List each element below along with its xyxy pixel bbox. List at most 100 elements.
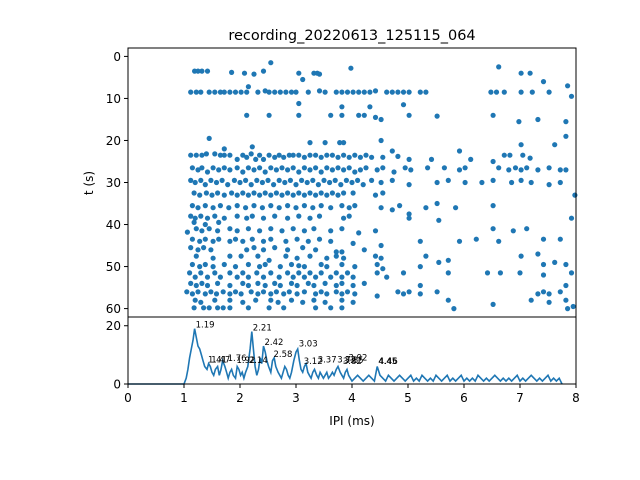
raster-point [372, 114, 379, 120]
raster-point [324, 192, 330, 198]
raster-point [212, 270, 218, 276]
raster-point [188, 177, 194, 183]
raster-point [352, 152, 358, 158]
raster-point [290, 165, 296, 171]
raster-point [380, 190, 386, 196]
y-tick-label: 10 [106, 92, 121, 106]
raster-point [197, 264, 203, 270]
raster-point [276, 152, 282, 158]
raster-point [395, 89, 401, 95]
raster-point [307, 253, 313, 259]
raster-point [189, 261, 195, 268]
x-tick-label: 1 [180, 391, 188, 405]
raster-point [301, 165, 307, 171]
raster-point [272, 89, 278, 95]
raster-point [251, 167, 257, 173]
raster-point [496, 238, 502, 244]
bottom-x-label: IPI (ms) [329, 414, 374, 428]
raster-point [248, 182, 254, 188]
raster-point [315, 182, 321, 188]
raster-point [305, 280, 311, 286]
raster-point [374, 167, 380, 173]
raster-point [535, 251, 541, 257]
raster-point [563, 282, 569, 289]
raster-point [227, 297, 233, 303]
raster-point [546, 299, 552, 305]
raster-point [339, 249, 345, 255]
raster-point [288, 297, 295, 303]
raster-point [192, 297, 198, 303]
raster-point [540, 289, 547, 295]
raster-point [338, 182, 344, 188]
raster-point [307, 167, 313, 173]
raster-point [215, 228, 221, 234]
raster-point [199, 68, 205, 74]
raster-point [192, 179, 198, 186]
raster-point [313, 274, 319, 280]
raster-point [193, 282, 199, 289]
raster-point [484, 270, 491, 276]
peak-label: 4.46 [379, 357, 398, 367]
raster-point [221, 89, 227, 95]
raster-point [203, 151, 209, 157]
raster-point [240, 280, 246, 286]
raster-point [288, 261, 295, 268]
raster-point [189, 236, 195, 242]
raster-point [329, 152, 335, 158]
raster-point [187, 270, 193, 276]
raster-point [290, 192, 296, 198]
raster-point [199, 280, 205, 286]
raster-point [406, 156, 412, 162]
raster-point [324, 255, 330, 261]
raster-point [520, 152, 526, 158]
raster-point [293, 89, 299, 95]
raster-point [321, 177, 327, 183]
raster-point [568, 93, 575, 99]
raster-point [350, 89, 356, 95]
raster-point [276, 205, 282, 211]
raster-point [227, 291, 233, 297]
raster-point [313, 192, 319, 198]
raster-point [462, 165, 468, 171]
raster-point [316, 88, 323, 94]
raster-point [307, 270, 313, 276]
raster-point [557, 179, 563, 186]
peak-label: 3.72 [337, 356, 356, 366]
raster-point [518, 253, 524, 259]
raster-point [202, 236, 208, 242]
raster-point [434, 179, 440, 186]
bottom-x-ticks: 0 1 2 3 4 5 6 7 8 [124, 384, 580, 405]
raster-point [231, 177, 237, 183]
raster-point [301, 289, 307, 295]
raster-point [283, 238, 289, 244]
bottom-y-ticks: 0 20 [106, 319, 128, 392]
raster-point [301, 264, 307, 270]
raster-point [352, 291, 358, 297]
raster-point [279, 192, 285, 198]
raster-point [251, 190, 257, 196]
raster-point [287, 177, 293, 183]
raster-point [296, 190, 302, 196]
raster-point [510, 228, 516, 234]
raster-point [268, 192, 274, 198]
peak-label: 2.58 [274, 350, 293, 360]
raster-point [434, 113, 440, 119]
raster-point [227, 89, 233, 95]
raster-point [363, 165, 369, 171]
raster-point [221, 165, 227, 171]
raster-point [188, 213, 194, 219]
raster-point [369, 154, 375, 160]
raster-point [313, 152, 319, 158]
raster-point [296, 70, 302, 76]
raster-point [356, 112, 362, 118]
raster-point [300, 76, 306, 83]
raster-point [372, 228, 379, 234]
peak-label: 3.85 [345, 356, 364, 366]
raster-point [540, 79, 547, 85]
raster-point [234, 192, 240, 198]
raster-point [311, 297, 317, 303]
raster-point [202, 221, 208, 228]
raster-point [227, 238, 233, 244]
raster-point [417, 89, 423, 95]
raster-point [328, 205, 334, 211]
